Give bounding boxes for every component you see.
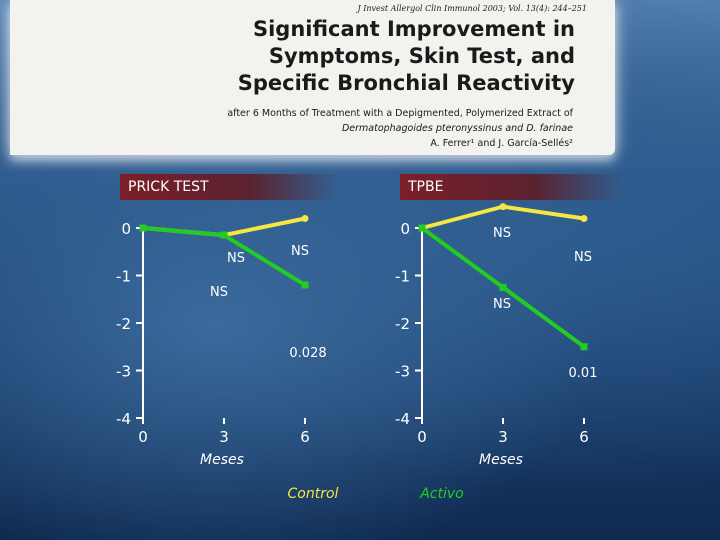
significance-label: NS xyxy=(210,285,228,300)
y-tick-label: -2 xyxy=(395,315,410,333)
y-tick-label: -4 xyxy=(395,410,410,428)
x-axis-label: Meses xyxy=(200,452,244,468)
data-point-activo xyxy=(301,281,309,289)
x-tick-label: 3 xyxy=(498,428,508,446)
x-tick-label: 6 xyxy=(300,428,310,446)
y-tick-label: -3 xyxy=(116,363,131,381)
y-tick-label: 0 xyxy=(121,220,131,238)
data-point-activo xyxy=(220,231,228,239)
x-tick-label: 0 xyxy=(417,428,427,446)
y-tick-label: -1 xyxy=(395,268,410,286)
significance-label: NS xyxy=(493,226,511,241)
data-point-activo xyxy=(418,224,426,232)
data-point-activo xyxy=(499,283,507,291)
significance-label: 0.01 xyxy=(569,366,598,381)
data-point-control xyxy=(580,215,588,222)
x-axis-label: Meses xyxy=(479,452,523,468)
legend-activo: Activo xyxy=(419,486,464,502)
significance-label: NS xyxy=(574,250,592,265)
tpbe-title: TPBE xyxy=(400,174,623,200)
y-tick-label: 0 xyxy=(400,220,410,238)
data-point-activo xyxy=(580,343,588,351)
page-title: Significant Improvement in Symptoms, Ski… xyxy=(155,16,575,97)
y-tick-label: -1 xyxy=(116,268,131,286)
x-tick-label: 6 xyxy=(579,428,589,446)
significance-label: NS xyxy=(493,297,511,312)
significance-label: 0.028 xyxy=(289,346,326,361)
citation: J Invest Allergol Clin Immunol 2003; Vol… xyxy=(357,4,587,13)
article-banner: J Invest Allergol Clin Immunol 2003; Vol… xyxy=(10,0,615,155)
y-tick-label: -4 xyxy=(116,410,131,428)
y-tick-label: -3 xyxy=(395,363,410,381)
title-line-1: Significant Improvement in xyxy=(252,17,575,41)
data-point-activo xyxy=(139,224,147,232)
legend-control: Control xyxy=(288,486,339,502)
prick-test-title: PRICK TEST xyxy=(120,174,338,200)
subtitle: after 6 Months of Treatment with a Depig… xyxy=(153,106,573,151)
significance-label: NS xyxy=(291,244,309,259)
data-point-control xyxy=(301,215,309,222)
data-point-control xyxy=(499,203,507,211)
subtitle-line-1: after 6 Months of Treatment with a Depig… xyxy=(227,108,573,119)
significance-label: NS xyxy=(227,251,245,266)
authors: A. Ferrer¹ and J. García-Sellés² xyxy=(430,138,573,149)
title-line-2: Symptoms, Skin Test, and xyxy=(268,44,575,68)
x-tick-label: 3 xyxy=(219,428,229,446)
x-tick-label: 0 xyxy=(138,428,148,446)
y-tick-label: -2 xyxy=(116,315,131,333)
title-line-3: Specific Bronchial Reactivity xyxy=(237,71,575,95)
subtitle-line-2: Dermatophagoides pteronyssinus and D. fa… xyxy=(341,123,573,134)
